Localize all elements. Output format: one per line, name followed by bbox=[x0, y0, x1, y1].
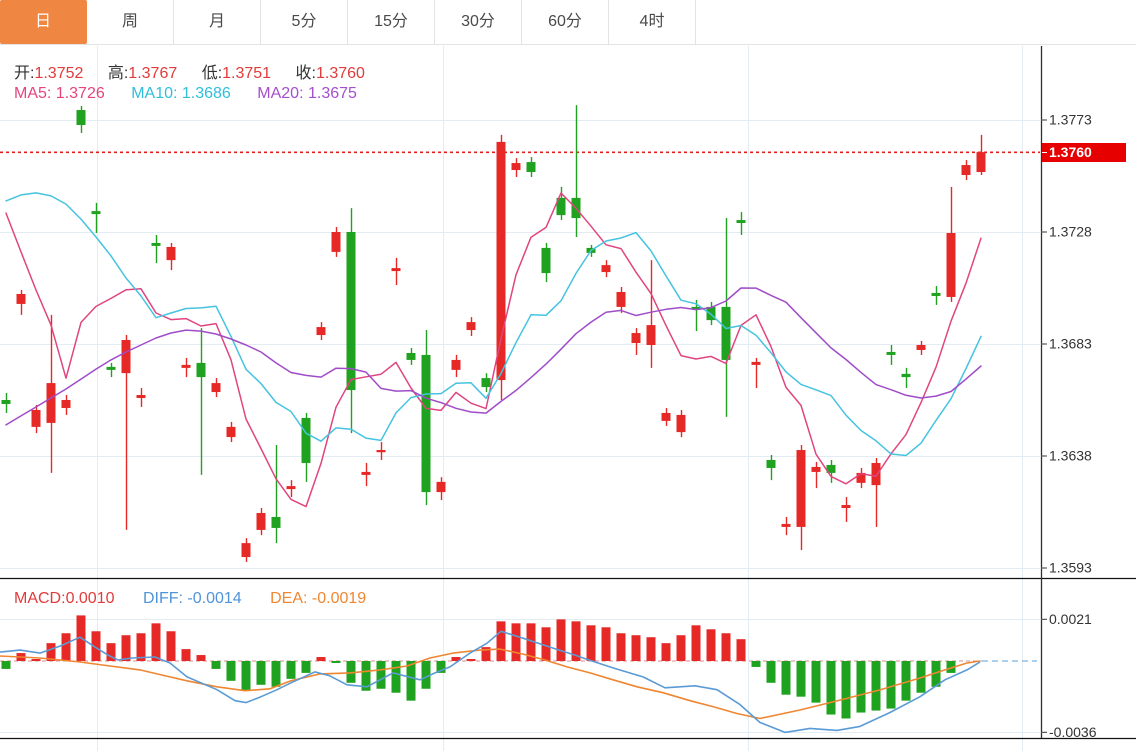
open-label: 开: bbox=[14, 65, 35, 82]
ma5-readout: MA5: 1.3726 bbox=[14, 85, 105, 102]
price-tick-label: 1.3593 bbox=[1049, 560, 1092, 576]
ma-legend: MA5: 1.3726 MA10: 1.3686 MA20: 1.3675 bbox=[14, 85, 357, 103]
tab-4hour[interactable]: 4时 bbox=[609, 0, 696, 44]
low-label: 低: bbox=[201, 65, 223, 82]
dea-readout: DEA: -0.0019 bbox=[270, 590, 367, 607]
tab-month[interactable]: 月 bbox=[174, 0, 261, 44]
last-price-badge: 1.3760 bbox=[1042, 143, 1126, 162]
tab-week[interactable]: 周 bbox=[87, 0, 174, 44]
macd-readout: MACD:0.0010 bbox=[14, 590, 115, 607]
price-tick-label: 1.3638 bbox=[1049, 448, 1092, 464]
tab-15min[interactable]: 15分 bbox=[348, 0, 435, 44]
price-tick-label: 1.3773 bbox=[1049, 112, 1092, 128]
diff-readout: DIFF: -0.0014 bbox=[142, 590, 242, 607]
macd-legend: MACD:0.0010 DIFF: -0.0014 DEA: -0.0019 bbox=[14, 590, 366, 608]
low-value: 1.3751 bbox=[222, 65, 272, 82]
ma10-readout: MA10: 1.3686 bbox=[131, 85, 231, 102]
high-label: 高: bbox=[107, 65, 129, 82]
price-tick-label: 1.3728 bbox=[1049, 224, 1092, 240]
open-value: 1.3752 bbox=[34, 65, 84, 82]
tab-30min[interactable]: 30分 bbox=[435, 0, 522, 44]
close-label: 收: bbox=[295, 65, 316, 82]
ohlc-legend: 开:1.3752 高:1.3767 低:1.3751 收:1.3760 bbox=[14, 59, 385, 83]
tab-5min[interactable]: 5分 bbox=[261, 0, 348, 44]
high-value: 1.3767 bbox=[128, 65, 178, 82]
macd-tick-label: 0.0021 bbox=[1049, 611, 1092, 627]
close-value: 1.3760 bbox=[315, 65, 365, 82]
price-tick-label: 1.3683 bbox=[1049, 336, 1092, 352]
tab-day[interactable]: 日 bbox=[0, 0, 87, 44]
timeframe-tabbar: 日 周 月 5分 15分 30分 60分 4时 bbox=[0, 0, 1136, 45]
tab-60min[interactable]: 60分 bbox=[522, 0, 609, 44]
ma20-readout: MA20: 1.3675 bbox=[257, 85, 357, 102]
macd-tick-label: -0.0036 bbox=[1049, 724, 1097, 740]
